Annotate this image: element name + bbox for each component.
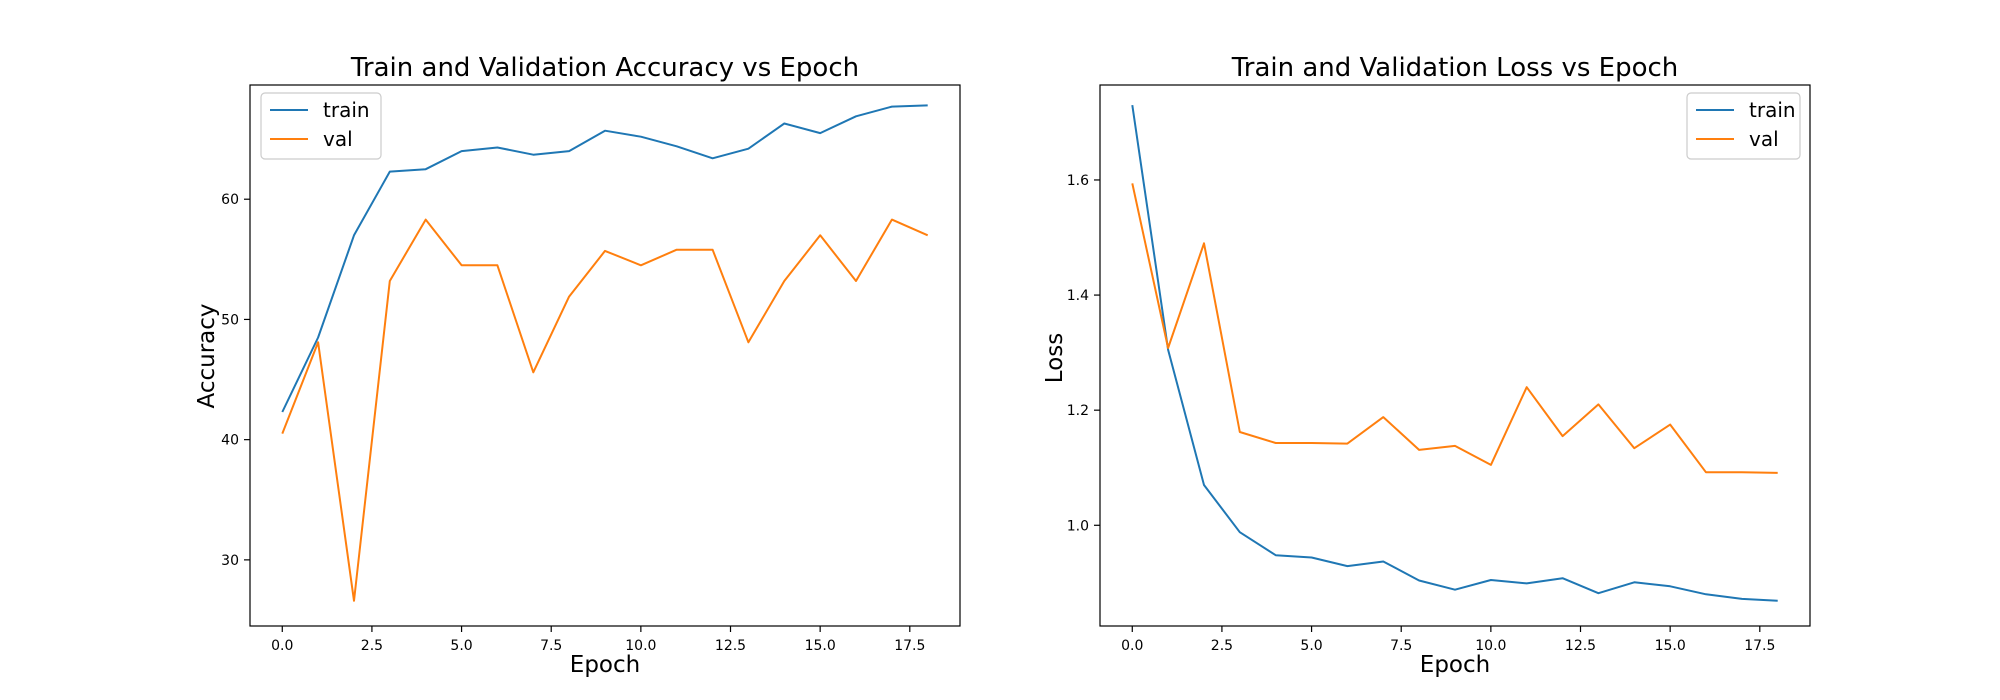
loss-y-tick-label: 1.0	[1067, 518, 1089, 534]
accuracy-x-tick-label: 17.5	[894, 638, 925, 654]
accuracy-chart: Train and Validation Accuracy vs Epoch 0…	[194, 53, 961, 678]
accuracy-val-line	[281, 218, 929, 602]
loss-y-tick-label: 1.6	[1067, 173, 1089, 189]
loss-x-axis-label: Epoch	[1420, 652, 1490, 678]
accuracy-y-tick-label: 30	[221, 553, 239, 569]
loss-x-tick-label: 10.0	[1475, 638, 1506, 654]
accuracy-x-tick-label: 10.0	[625, 638, 656, 654]
loss-legend-train-label: train	[1749, 98, 1796, 122]
accuracy-plot-frame	[249, 84, 961, 627]
accuracy-train-line	[281, 104, 928, 413]
loss-y-ticks: 1.0 1.2 1.4 1.6	[1067, 173, 1100, 534]
loss-chart: Train and Validation Loss vs Epoch 0.0 2.…	[1042, 53, 1811, 678]
loss-x-tick-label: 17.5	[1744, 638, 1775, 654]
accuracy-legend-train-label: train	[323, 98, 370, 122]
accuracy-x-axis-label: Epoch	[570, 652, 640, 678]
loss-legend: train val	[1686, 92, 1801, 160]
loss-train-line	[1131, 104, 1778, 602]
loss-x-tick-label: 7.5	[1390, 638, 1412, 654]
accuracy-chart-title: Train and Validation Accuracy vs Epoch	[350, 53, 859, 83]
loss-val-line	[1131, 183, 1778, 474]
loss-legend-val-label: val	[1749, 127, 1779, 151]
accuracy-legend-val-label: val	[323, 127, 353, 151]
loss-series-lines	[1131, 104, 1778, 602]
loss-x-tick-label: 12.5	[1565, 638, 1596, 654]
accuracy-x-tick-label: 0.0	[271, 638, 293, 654]
accuracy-x-tick-label: 5.0	[450, 638, 472, 654]
loss-chart-title: Train and Validation Loss vs Epoch	[1231, 53, 1679, 83]
accuracy-x-ticks: 0.0 2.5 5.0 7.5 10.0 12.5 15.0 17.5	[271, 626, 925, 654]
accuracy-x-tick-label: 7.5	[540, 638, 562, 654]
loss-y-tick-label: 1.2	[1067, 403, 1089, 419]
loss-x-tick-label: 15.0	[1655, 638, 1686, 654]
accuracy-y-tick-label: 50	[221, 312, 239, 328]
accuracy-y-tick-label: 60	[221, 192, 239, 208]
loss-x-ticks: 0.0 2.5 5.0 7.5 10.0 12.5 15.0 17.5	[1121, 626, 1775, 654]
accuracy-x-tick-label: 2.5	[361, 638, 383, 654]
loss-y-tick-label: 1.4	[1067, 288, 1089, 304]
accuracy-y-tick-label: 40	[221, 433, 239, 449]
accuracy-x-tick-label: 15.0	[805, 638, 836, 654]
accuracy-y-ticks: 30 40 50 60	[221, 192, 250, 569]
loss-plot-frame	[1099, 84, 1811, 627]
loss-y-axis-label: Loss	[1042, 333, 1068, 383]
accuracy-legend: train val	[260, 92, 382, 160]
accuracy-x-tick-label: 12.5	[715, 638, 746, 654]
loss-x-tick-label: 2.5	[1211, 638, 1233, 654]
loss-x-tick-label: 5.0	[1300, 638, 1322, 654]
loss-x-tick-label: 0.0	[1121, 638, 1143, 654]
accuracy-series-lines	[281, 104, 929, 602]
accuracy-y-axis-label: Accuracy	[194, 303, 220, 408]
